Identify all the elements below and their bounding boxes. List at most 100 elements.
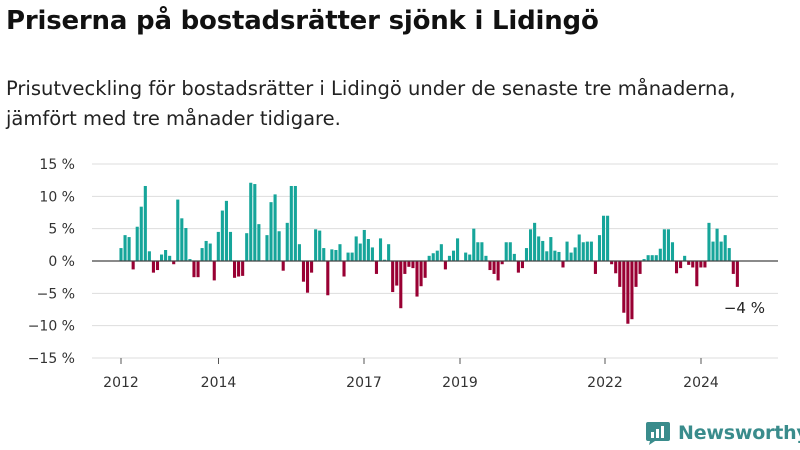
bar (277, 231, 281, 261)
bar (147, 251, 151, 261)
bar (151, 261, 155, 273)
bar (610, 261, 614, 265)
y-tick-label: −15 % (28, 351, 75, 367)
bar (395, 261, 399, 286)
x-tick-label: 2019 (442, 375, 478, 391)
bar (326, 261, 330, 296)
bar (310, 261, 314, 273)
bar (139, 206, 143, 261)
bar (172, 261, 176, 265)
bar (719, 241, 723, 261)
bar (415, 261, 419, 297)
bar (557, 251, 561, 261)
bar (155, 261, 160, 271)
bar (297, 244, 301, 261)
bar (273, 194, 277, 261)
bar (472, 228, 476, 261)
bar (622, 261, 626, 313)
bar (293, 185, 297, 261)
bar (435, 250, 439, 261)
bar (281, 261, 285, 271)
bar (403, 261, 407, 274)
bar (374, 261, 379, 274)
bar (581, 242, 585, 261)
bar (520, 261, 524, 269)
bar (456, 238, 460, 261)
bar (512, 253, 516, 261)
y-tick-label: −10 % (28, 319, 75, 335)
bar (314, 229, 318, 261)
bar (350, 252, 354, 261)
bar (597, 235, 602, 261)
bar (200, 248, 204, 261)
bar (646, 255, 650, 261)
bar (143, 185, 147, 261)
bar (723, 235, 727, 261)
bar (695, 261, 699, 287)
bar (289, 185, 293, 261)
bar (423, 261, 427, 278)
bar (228, 231, 233, 261)
bar (634, 261, 638, 287)
bar (346, 252, 350, 261)
bar (257, 224, 261, 261)
y-tick-label: 5 % (48, 222, 75, 238)
bar (196, 261, 200, 278)
newsworthy-logo: Newsworthy (645, 420, 800, 446)
bar (399, 261, 403, 309)
bar (464, 252, 468, 261)
bar (330, 249, 334, 261)
y-tick-label: 15 % (39, 157, 75, 173)
bar (679, 261, 683, 269)
bar (362, 229, 366, 261)
bar (370, 247, 374, 261)
bar (492, 261, 496, 274)
bar (184, 228, 188, 261)
bar (180, 218, 184, 261)
bar (618, 261, 622, 287)
bar (411, 261, 415, 269)
y-tick-label: −5 % (37, 286, 75, 302)
newsworthy-logo-icon (646, 422, 670, 445)
bar (670, 242, 675, 261)
bar (707, 222, 711, 261)
bar (192, 261, 196, 278)
bar (358, 243, 362, 261)
bar (253, 184, 257, 261)
bar (451, 250, 456, 261)
bar (342, 261, 346, 277)
bar (508, 242, 512, 261)
bar (232, 261, 237, 278)
bar (160, 254, 164, 261)
x-tick-label: 2012 (103, 375, 139, 391)
x-tick-label: 2022 (587, 375, 623, 391)
bar (687, 261, 691, 265)
bar (500, 261, 504, 265)
bar (127, 237, 131, 261)
bar (504, 242, 508, 261)
bar (516, 261, 520, 273)
bar (131, 261, 135, 270)
y-tick-label: 10 % (39, 189, 75, 205)
bar (666, 229, 670, 261)
bar (391, 261, 395, 293)
bar (407, 261, 411, 267)
bar (265, 235, 269, 261)
bar (585, 241, 589, 261)
bar (577, 234, 581, 261)
bar (447, 255, 451, 261)
bars (119, 182, 739, 324)
bar (354, 236, 358, 261)
y-tick-label: 0 % (48, 254, 75, 270)
bar (630, 261, 634, 320)
x-tick-label: 2014 (201, 375, 237, 391)
bar (650, 255, 654, 261)
chart-subtitle: Prisutveckling för bostadsrätter i Lidin… (6, 77, 736, 130)
bar (269, 202, 273, 261)
bar (711, 241, 715, 261)
bar (334, 250, 338, 261)
bar (642, 259, 646, 261)
x-tick-label: 2017 (346, 375, 382, 391)
bar (439, 244, 443, 261)
bar (589, 241, 593, 261)
